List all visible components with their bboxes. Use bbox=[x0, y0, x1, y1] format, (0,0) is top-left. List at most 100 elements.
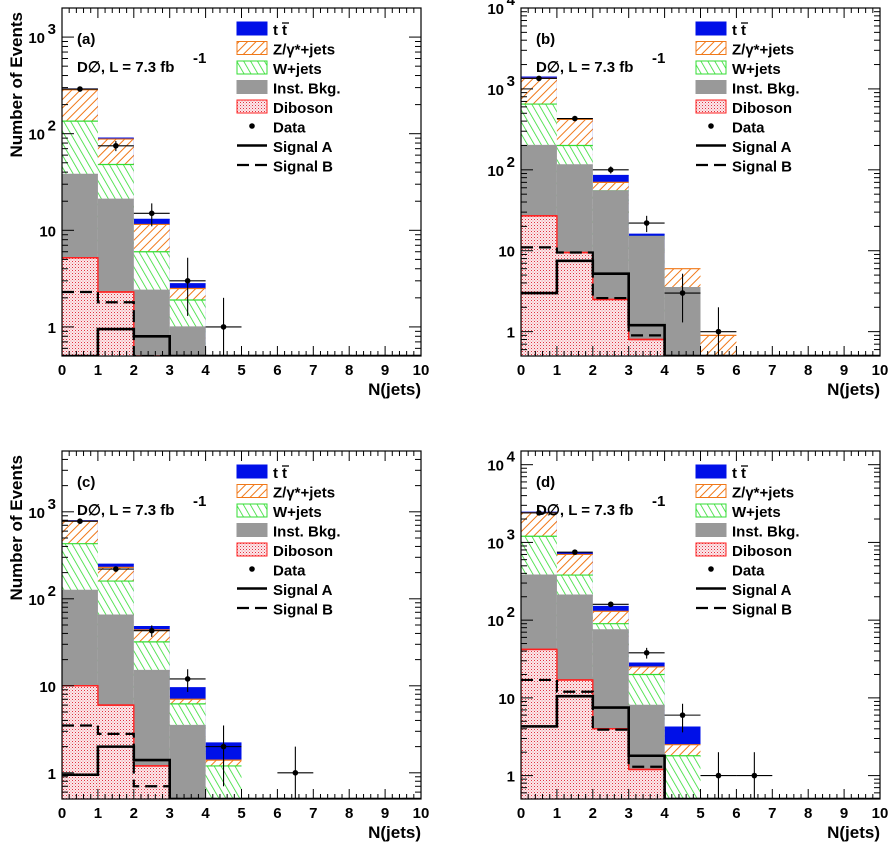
data-marker bbox=[607, 601, 614, 608]
panel-tag: (a) bbox=[77, 31, 95, 48]
data-point bbox=[592, 166, 629, 174]
x-tick-label: 3 bbox=[166, 805, 174, 822]
data-marker bbox=[113, 142, 119, 149]
experiment-label-superscript: -1 bbox=[193, 50, 206, 67]
data-point bbox=[664, 703, 701, 733]
x-tick-label: 0 bbox=[517, 362, 525, 379]
x-tick-label: 7 bbox=[768, 362, 776, 379]
diboson-bar bbox=[592, 299, 629, 356]
y-tick-label: 10 bbox=[39, 223, 56, 240]
y-tick-exponent: 3 bbox=[48, 496, 56, 513]
experiment-label-superscript: -1 bbox=[652, 493, 665, 510]
legend-data-marker bbox=[708, 566, 714, 572]
legend-ttbar-bar-label: t bbox=[282, 465, 287, 482]
legend-diboson-swatch bbox=[695, 99, 727, 114]
diboson-outline bbox=[62, 685, 421, 799]
legend-inst-swatch bbox=[695, 80, 727, 94]
diboson-bar bbox=[556, 252, 593, 356]
diboson-bar bbox=[521, 649, 557, 799]
x-tick-label: 2 bbox=[130, 805, 138, 822]
signal-a-line bbox=[62, 745, 421, 799]
experiment-label-superscript: -1 bbox=[193, 493, 206, 510]
x-tick-label: 1 bbox=[94, 805, 102, 822]
x-tick-label: 0 bbox=[58, 805, 66, 822]
legend-ttbar-label: t bbox=[273, 22, 278, 39]
data-marker bbox=[536, 510, 542, 516]
signal-b-line bbox=[521, 678, 880, 799]
diboson-bar bbox=[628, 339, 665, 356]
x-tick-label: 10 bbox=[872, 362, 888, 379]
diboson-bar bbox=[133, 765, 170, 799]
y-tick-exponent: 4 bbox=[507, 449, 516, 466]
legend-ttbar-bar-label: t bbox=[741, 465, 746, 482]
plot-area bbox=[521, 510, 880, 799]
legend: t t Z/γ*+jets W+jets Inst. Bkg. Diboson Data Si… bbox=[695, 464, 800, 619]
data-point bbox=[556, 115, 593, 122]
data-point bbox=[62, 518, 98, 524]
x-tick-label: 3 bbox=[166, 362, 174, 379]
x-tick-label: 8 bbox=[804, 362, 812, 379]
legend-inst-swatch bbox=[695, 523, 727, 537]
data-point bbox=[169, 257, 206, 316]
legend-zjets-label: Z/γ*+jets bbox=[732, 42, 794, 59]
legend-ttbar-bar-label: t bbox=[282, 22, 287, 39]
legend-wjets-label: W+jets bbox=[732, 61, 781, 78]
y-tick-exponent: 2 bbox=[507, 604, 515, 621]
data-point bbox=[169, 669, 206, 692]
legend-wjets-swatch bbox=[236, 60, 268, 75]
y-tick-label: 10 bbox=[487, 82, 504, 99]
data-point bbox=[664, 273, 701, 323]
legend-diboson-label: Diboson bbox=[732, 100, 792, 117]
data-marker bbox=[643, 220, 650, 226]
x-tick-label: 10 bbox=[413, 362, 430, 379]
data-point bbox=[133, 625, 170, 637]
legend-wjets-label: W+jets bbox=[732, 504, 781, 521]
legend-sigA-label: Signal A bbox=[732, 139, 792, 156]
x-tick-label: 7 bbox=[309, 805, 317, 822]
diboson-outline bbox=[521, 648, 880, 799]
y-tick-exponent: 2 bbox=[507, 154, 515, 171]
inst-bkg-bar bbox=[133, 290, 170, 356]
data-point bbox=[736, 752, 773, 799]
legend: t t Z/γ*+jets W+jets Inst. Bkg. Diboson Data Si… bbox=[695, 21, 800, 176]
legend-sigB-label: Signal B bbox=[273, 159, 333, 176]
legend: t t Z/γ*+jets W+jets Inst. Bkg. Diboson Data Si… bbox=[236, 464, 341, 619]
diboson-bar bbox=[556, 679, 593, 799]
legend-sigA-label: Signal A bbox=[273, 582, 333, 599]
data-marker bbox=[292, 770, 299, 776]
x-tick-label: 4 bbox=[660, 805, 669, 822]
data-point bbox=[521, 510, 557, 516]
y-axis-label: Number of Events bbox=[7, 12, 26, 157]
x-tick-label: 6 bbox=[273, 362, 281, 379]
y-tick-exponent: 4 bbox=[507, 0, 516, 9]
x-axis-label: N(jets) bbox=[827, 380, 880, 399]
data-marker bbox=[607, 167, 614, 173]
x-tick-label: 2 bbox=[589, 362, 597, 379]
legend-sigA-label: Signal A bbox=[273, 139, 333, 156]
data-marker bbox=[643, 650, 650, 656]
experiment-label: D∅, L = 7.3 fb bbox=[77, 59, 174, 76]
panel-tag: (b) bbox=[536, 31, 555, 48]
x-tick-label: 1 bbox=[553, 805, 561, 822]
data-point bbox=[97, 141, 134, 152]
diboson-bar bbox=[62, 257, 98, 356]
x-tick-label: 5 bbox=[237, 805, 245, 822]
y-tick-label: 10 bbox=[487, 613, 504, 630]
data-point bbox=[97, 566, 134, 572]
inst-bkg-bar bbox=[169, 725, 206, 799]
y-tick-label: 1 bbox=[507, 769, 515, 786]
legend-wjets-label: W+jets bbox=[273, 504, 322, 521]
legend-ttbar-label: t bbox=[732, 22, 737, 39]
legend-sigB-label: Signal B bbox=[732, 602, 792, 619]
diboson-bar bbox=[97, 705, 134, 799]
data-marker bbox=[679, 290, 686, 296]
x-tick-label: 8 bbox=[804, 805, 812, 822]
y-tick-label: 10 bbox=[39, 679, 56, 696]
legend-ttbar-swatch bbox=[695, 464, 727, 479]
x-tick-label: 4 bbox=[201, 805, 210, 822]
signal-b-line bbox=[62, 290, 421, 356]
data-point bbox=[133, 203, 170, 227]
data-marker bbox=[715, 328, 722, 335]
experiment-label: D∅, L = 7.3 fb bbox=[536, 502, 633, 519]
